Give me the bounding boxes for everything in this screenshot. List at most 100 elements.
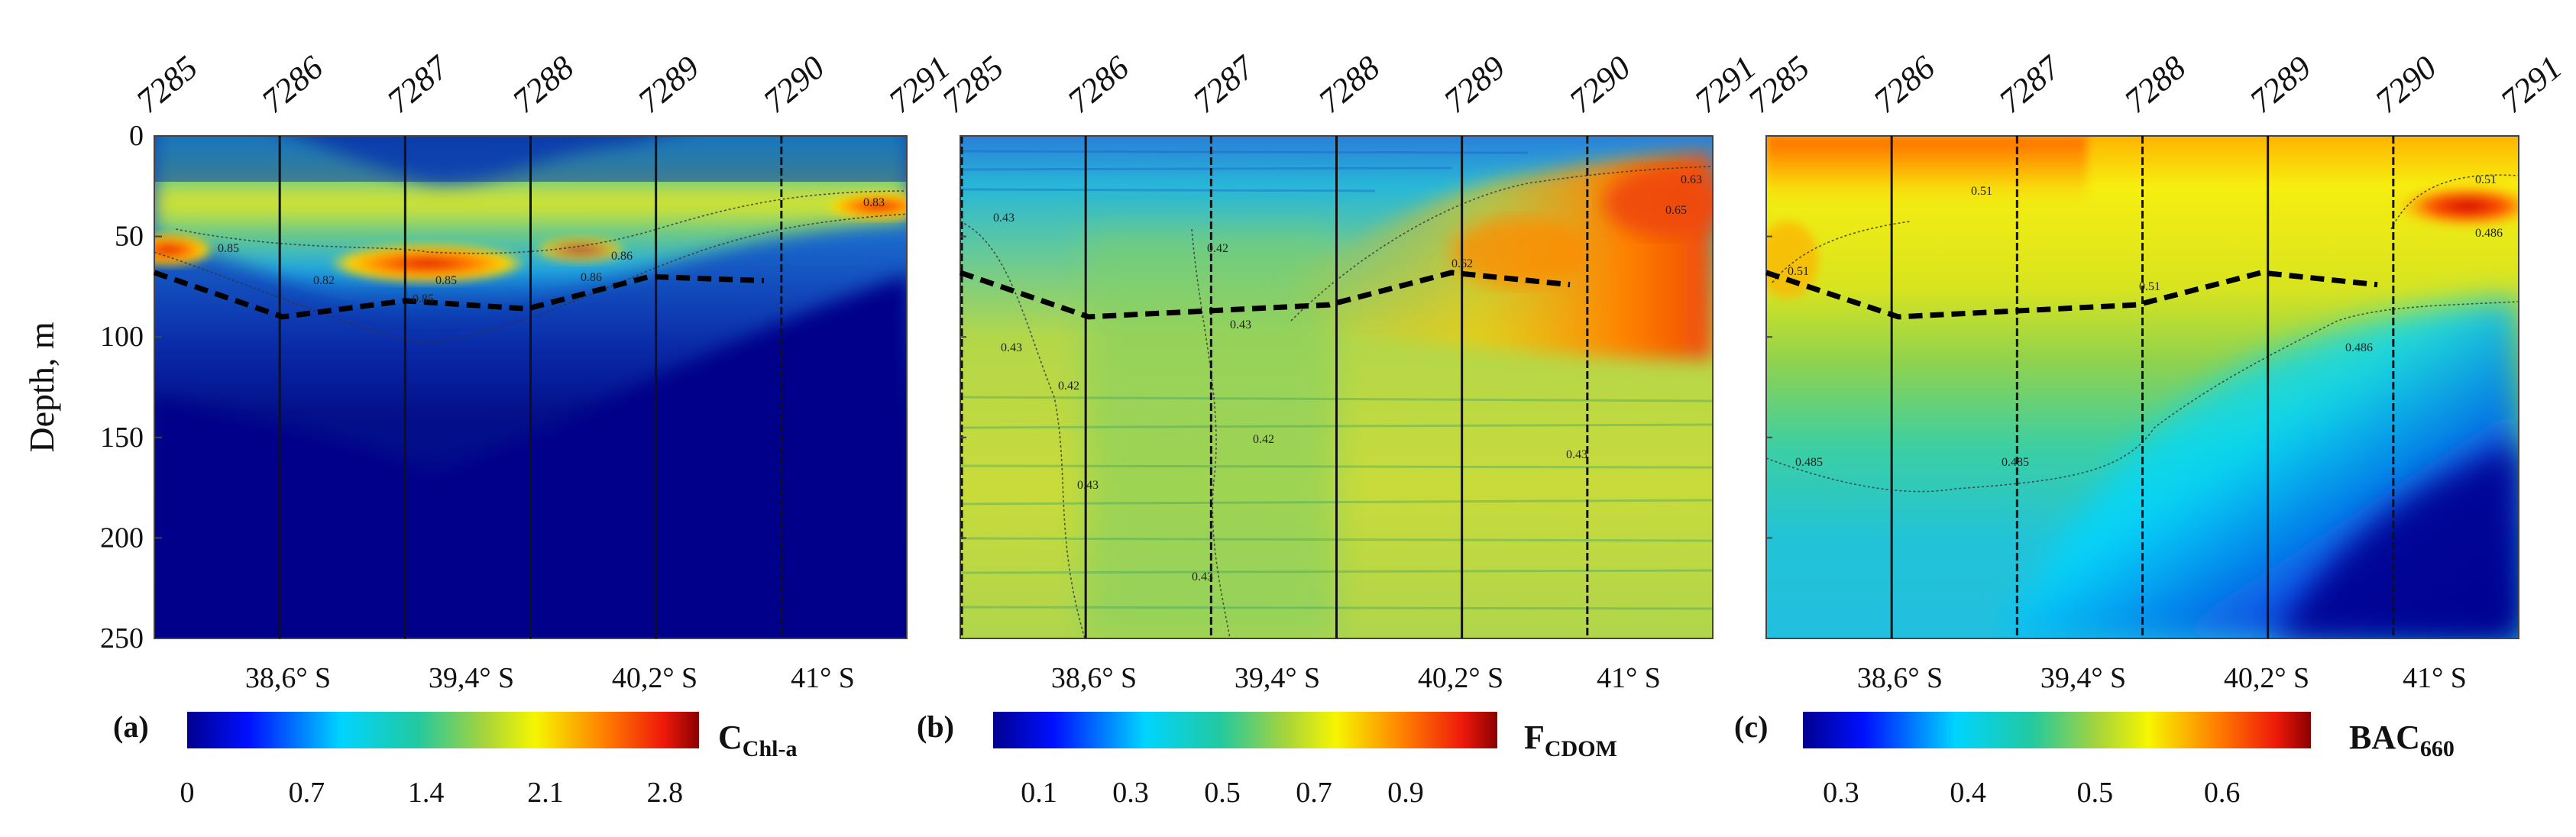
contour-label: 0.485 [2002,456,2029,469]
contour-label: 0.62 [1451,257,1473,270]
panel-a: 0.820.850.850.85 0.860.860.83 05010015020… [22,47,957,694]
colorbar-tick-label: 0.3 [1112,777,1149,809]
colorbar-tick-label: 0.5 [1204,777,1241,809]
y-tick-label: 250 [100,622,144,654]
colorbar-b: (b) FCDOM 0.1 0.3 0.5 0.7 0.9 [917,709,1617,809]
colorbar-b-scale [993,712,1497,748]
contour-label: 0.65 [1665,204,1687,217]
colorbar-a-title: CChl-a [718,719,797,761]
colorbar-tick-label: 0.4 [1950,777,1986,809]
colorbar-a: (a) CChl-a 0 0.7 1.4 2.1 2.8 [113,709,797,809]
panel-b-latitude-labels: 38,6° S 39,4° S 40,2° S 41° S [1051,662,1661,694]
contour-label: 0.42 [1253,433,1274,446]
panel-b-label: (b) [917,709,954,744]
station-label: 7290 [2368,49,2444,121]
panel-b-contour-labels: 0.43 0.43 0.42 0.43 0.42 0.43 0.42 0.43 0.62 0.63… [993,173,1702,583]
station-label: 7289 [1437,49,1513,121]
latitude-label: 40,2° S [612,662,697,694]
panel-a-yticks: 0 50 100 150 200 250 [100,120,162,654]
colorbar-tick-label: 0 [180,777,195,809]
colorbar-tick-label: 0.7 [1296,777,1332,809]
station-label: 7288 [505,49,581,121]
y-tick-label: 100 [100,321,144,353]
latitude-label: 41° S [791,662,855,694]
panel-a-thermocline [153,270,765,320]
contour-label: 0.51 [2139,280,2160,293]
colorbar-b-ticks: 0.1 0.3 0.5 0.7 0.9 [1021,777,1424,809]
colorbar-c-ticks: 0.3 0.4 0.5 0.6 [1823,777,2240,809]
colorbar-tick-label: 2.1 [527,777,564,809]
panel-a-station-labels: 7285 7286 7287 7288 7289 7290 7291 [129,47,957,120]
panel-c: 0.51 0.51 0.51 0.51 0.485 0.485 0.486 0.486 728… [1741,47,2569,694]
panel-a-label: (a) [113,709,149,744]
contour-label: 0.43 [993,212,1015,225]
contour-label: 0.43 [1001,341,1022,354]
latitude-label: 38,6° S [1051,662,1137,694]
panel-c-thermocline [1765,270,2378,320]
station-label: 7289 [2243,49,2319,121]
panel-a-field [154,136,907,638]
latitude-label: 41° S [1597,662,1661,694]
panel-c-station-labels: 7285 7286 7287 7288 7289 7290 7291 [1741,47,2569,120]
contour-label: 0.43 [1192,570,1213,583]
station-label: 7287 [380,47,456,120]
contour-label: 0.82 [313,274,335,287]
station-label: 7287 [1186,47,1262,120]
contour-label: 0.86 [581,271,602,284]
contour-label: 0.85 [413,292,434,305]
panel-c-latitude-labels: 38,6° S 39,4° S 40,2° S 41° S [1857,662,2467,694]
panel-b-station-lines [960,135,1589,639]
station-label: 7288 [1311,49,1387,121]
contour-label: 0.83 [863,196,885,209]
station-label: 7288 [2117,49,2193,121]
panel-b: 0.43 0.43 0.42 0.43 0.42 0.43 0.42 0.43 0.62 0.63… [935,47,1763,694]
panel-c-contour-labels: 0.51 0.51 0.51 0.51 0.485 0.485 0.486 0.486 [1788,173,2503,469]
latitude-label: 39,4° S [1235,662,1320,694]
panel-c-station-lines [1766,135,2395,639]
contour-label: 0.486 [2345,341,2373,354]
latitude-label: 38,6° S [1857,662,1943,694]
contour-label: 0.86 [611,250,633,263]
panel-b-station-labels: 7285 7286 7287 7288 7289 7290 7291 [935,47,1763,120]
station-label: 7285 [1741,49,1817,121]
contour-label: 0.85 [435,274,457,287]
panel-a-station-lines [278,136,783,638]
colorbar-a-ticks: 0 0.7 1.4 2.1 2.8 [180,777,684,809]
colorbar-c-title: BAC660 [2349,719,2455,761]
station-label: 7287 [1992,47,2068,120]
contour-label: 0.486 [2475,227,2503,240]
station-label: 7285 [129,49,205,121]
station-label: 7289 [631,49,707,121]
station-label: 7290 [756,49,832,121]
station-label: 7285 [935,49,1011,121]
station-label: 7290 [1562,49,1638,121]
contour-label: 0.43 [1077,479,1099,492]
panel-a-latitude-labels: 38,6° S 39,4° S 40,2° S 41° S [245,662,855,694]
station-label: 7286 [1060,49,1136,121]
panel-c-label: (c) [1734,709,1768,744]
colorbar-tick-label: 1.4 [408,777,445,809]
colorbar-c: (c) BAC660 0.3 0.4 0.5 0.6 [1734,709,2455,809]
colorbar-tick-label: 2.8 [647,777,684,809]
contour-label: 0.51 [2475,173,2497,186]
station-label: 7286 [254,49,330,121]
contour-label: 0.485 [1795,456,1823,469]
y-tick-label: 50 [115,221,144,253]
colorbar-tick-label: 0.5 [2077,777,2114,809]
panel-a-contour-labels: 0.820.850.850.85 0.860.860.83 [218,196,885,305]
contour-label: 0.42 [1207,242,1228,255]
station-label: 7286 [1866,49,1942,121]
contour-label: 0.51 [1788,265,1809,278]
panel-c-field [1766,136,2519,638]
station-label: 7291 [2493,49,2569,121]
colorbar-tick-label: 0.9 [1387,777,1424,809]
latitude-label: 40,2° S [1418,662,1503,694]
colorbar-c-scale [1803,712,2311,748]
colorbar-tick-label: 0.3 [1823,777,1859,809]
contour-label: 0.85 [218,242,239,255]
y-axis-label: Depth, m [22,322,61,452]
contour-label: 0.43 [1230,318,1251,331]
latitude-label: 38,6° S [245,662,331,694]
colorbar-tick-label: 0.6 [2204,777,2241,809]
